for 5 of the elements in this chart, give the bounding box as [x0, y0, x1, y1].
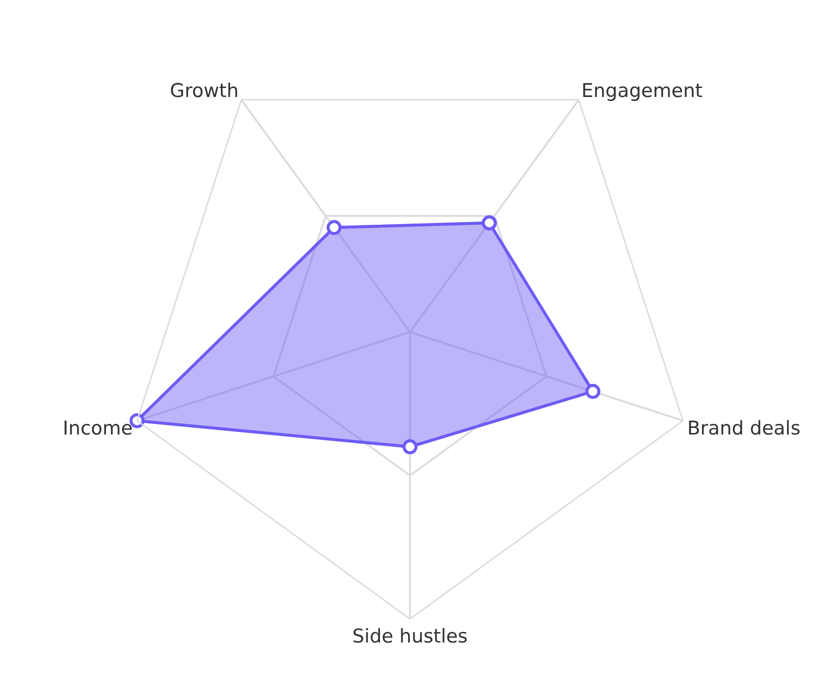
spoke-label: Side hustles	[352, 626, 468, 648]
spoke-label: Engagement	[581, 80, 703, 102]
spoke-label: Income	[62, 417, 133, 440]
spoke-label: Brand deals	[687, 417, 800, 440]
spoke-label: Growth	[170, 80, 239, 102]
